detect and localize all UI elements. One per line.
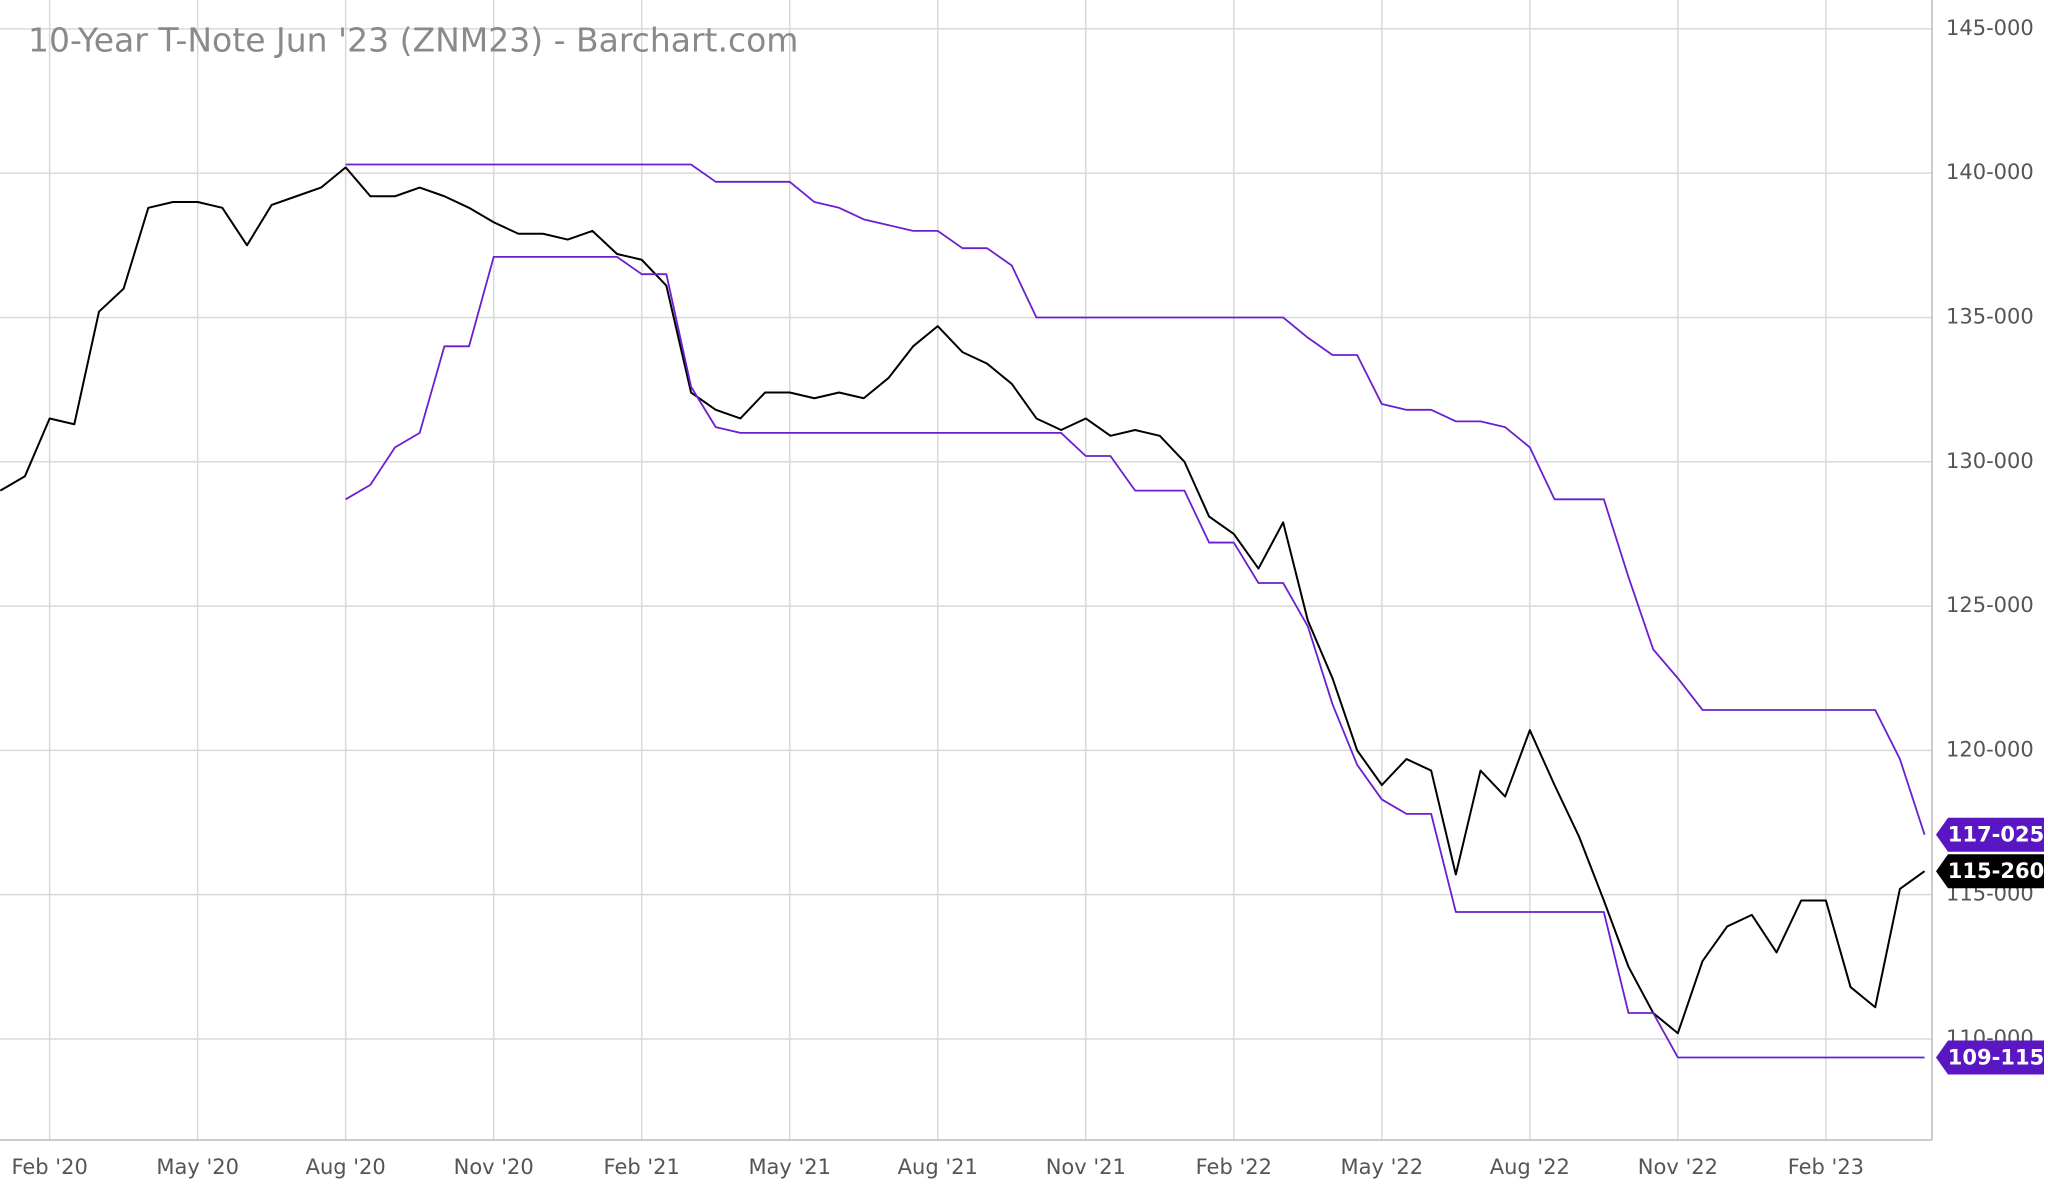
x-tick-label: Nov '22 [1638,1155,1718,1179]
series-line [345,255,1925,1059]
x-tick-label: Feb '21 [604,1155,680,1179]
plot [0,163,1926,1059]
series-line [345,163,1926,835]
x-tick-label: Aug '20 [306,1155,386,1179]
grid [0,0,1933,1141]
y-tick-label: 120-000 [1946,737,2034,761]
chart-title: 10-Year T-Note Jun '23 (ZNM23) - Barchar… [28,21,798,60]
x-tick-label: Nov '20 [454,1155,534,1179]
y-tick-label: 130-000 [1946,449,2034,473]
y-tick-label: 125-000 [1946,593,2034,617]
y-tick-label: 135-000 [1946,304,2034,328]
x-tick-label: Nov '21 [1046,1155,1126,1179]
labels: 110-000115-000120-000125-000130-000135-0… [11,16,2044,1179]
x-tick-label: May '20 [156,1155,239,1179]
x-tick-label: Feb '22 [1196,1155,1272,1179]
price-label: 117-025 [1948,823,2044,847]
series-line [0,166,1926,1035]
x-tick-label: May '21 [748,1155,831,1179]
y-tick-label: 145-000 [1946,16,2034,40]
price-badge [1936,1040,2044,1075]
x-tick-label: May '22 [1341,1155,1424,1179]
x-tick-label: Feb '20 [11,1155,87,1179]
x-tick-label: Aug '22 [1490,1155,1570,1179]
price-badge [1936,854,2044,889]
x-tick-label: Aug '21 [898,1155,978,1179]
y-tick-label: 140-000 [1946,160,2034,184]
price-label: 109-115 [1948,1045,2044,1069]
price-badge [1936,817,2044,852]
price-label: 115-260 [1948,859,2044,883]
x-tick-label: Feb '23 [1788,1155,1864,1179]
